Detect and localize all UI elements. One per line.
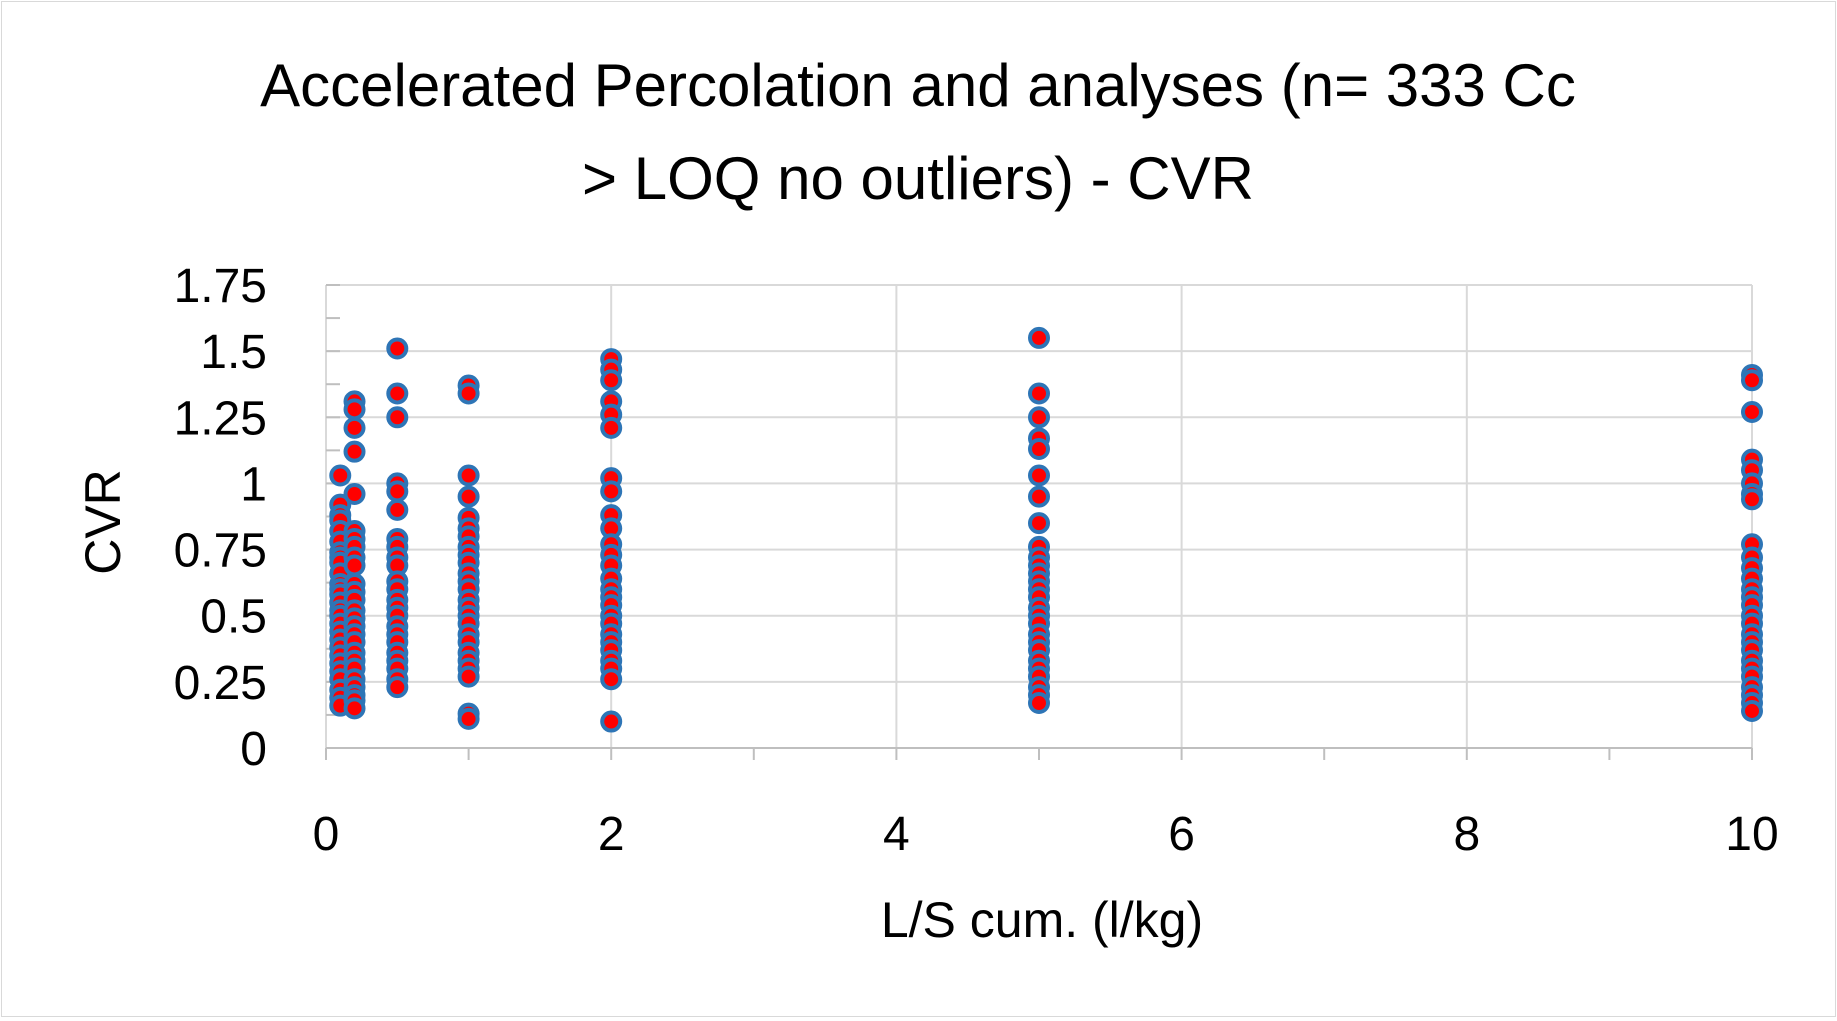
- data-point: [343, 483, 366, 506]
- data-point: [600, 369, 623, 392]
- data-point: [343, 440, 366, 463]
- y-tick-label: 1.5: [200, 326, 267, 379]
- data-point: [1028, 438, 1050, 461]
- y-tick-label: 0.25: [174, 657, 267, 710]
- y-tick-label: 1.25: [174, 392, 267, 445]
- data-point: [1028, 512, 1050, 535]
- x-tick-label: 2: [598, 808, 625, 861]
- x-tick-label: 8: [1453, 808, 1480, 861]
- x-tick-label: 0: [313, 808, 340, 861]
- x-axis-title: L/S cum. (l/kg): [881, 892, 1203, 948]
- data-point: [386, 337, 409, 360]
- x-tick-label: 4: [883, 808, 910, 861]
- chart-title-line-2: > LOQ no outliers) - CVR: [582, 145, 1254, 212]
- x-tick-label: 10: [1725, 808, 1778, 861]
- data-point: [329, 464, 352, 487]
- data-point: [600, 710, 623, 733]
- data-point: [386, 498, 409, 521]
- data-point: [457, 464, 480, 487]
- data-point: [457, 707, 480, 730]
- data-point: [457, 665, 480, 688]
- x-tick-label: 6: [1168, 808, 1195, 861]
- data-point: [1741, 488, 1763, 511]
- data-point: [1028, 692, 1050, 715]
- data-point: [600, 416, 623, 439]
- data-point: [1741, 699, 1763, 722]
- data-point: [1028, 406, 1050, 429]
- y-tick-label: 0.75: [174, 525, 267, 578]
- y-tick-label: 0: [240, 723, 267, 776]
- y-tick-label: 1: [240, 458, 267, 511]
- data-point: [1028, 382, 1050, 405]
- data-point: [343, 398, 366, 421]
- data-point: [1741, 369, 1763, 392]
- data-point: [1741, 400, 1763, 423]
- data-points: [329, 326, 1763, 733]
- data-point: [386, 382, 409, 405]
- data-point: [343, 416, 366, 439]
- y-tick-label: 0.5: [200, 591, 267, 644]
- data-point: [386, 676, 409, 699]
- data-point: [1028, 464, 1050, 487]
- x-tick-labels: 0 2 4 6 8 10: [313, 808, 1779, 861]
- chart-title-line-1: Accelerated Percolation and analyses (n=…: [260, 52, 1576, 119]
- data-point: [457, 382, 480, 405]
- y-tick-label: 1.75: [174, 260, 267, 313]
- data-point: [386, 406, 409, 429]
- y-tick-labels: 0 0.25 0.5 0.75 1 1.25 1.5 1.75: [174, 260, 267, 776]
- data-point: [343, 554, 366, 577]
- data-point: [1028, 485, 1050, 508]
- data-point: [600, 480, 623, 503]
- data-point: [457, 485, 480, 508]
- data-point: [343, 697, 366, 720]
- data-point: [600, 668, 623, 691]
- data-point: [1028, 326, 1050, 349]
- data-point: [386, 480, 409, 503]
- y-axis-title: CVR: [75, 469, 131, 575]
